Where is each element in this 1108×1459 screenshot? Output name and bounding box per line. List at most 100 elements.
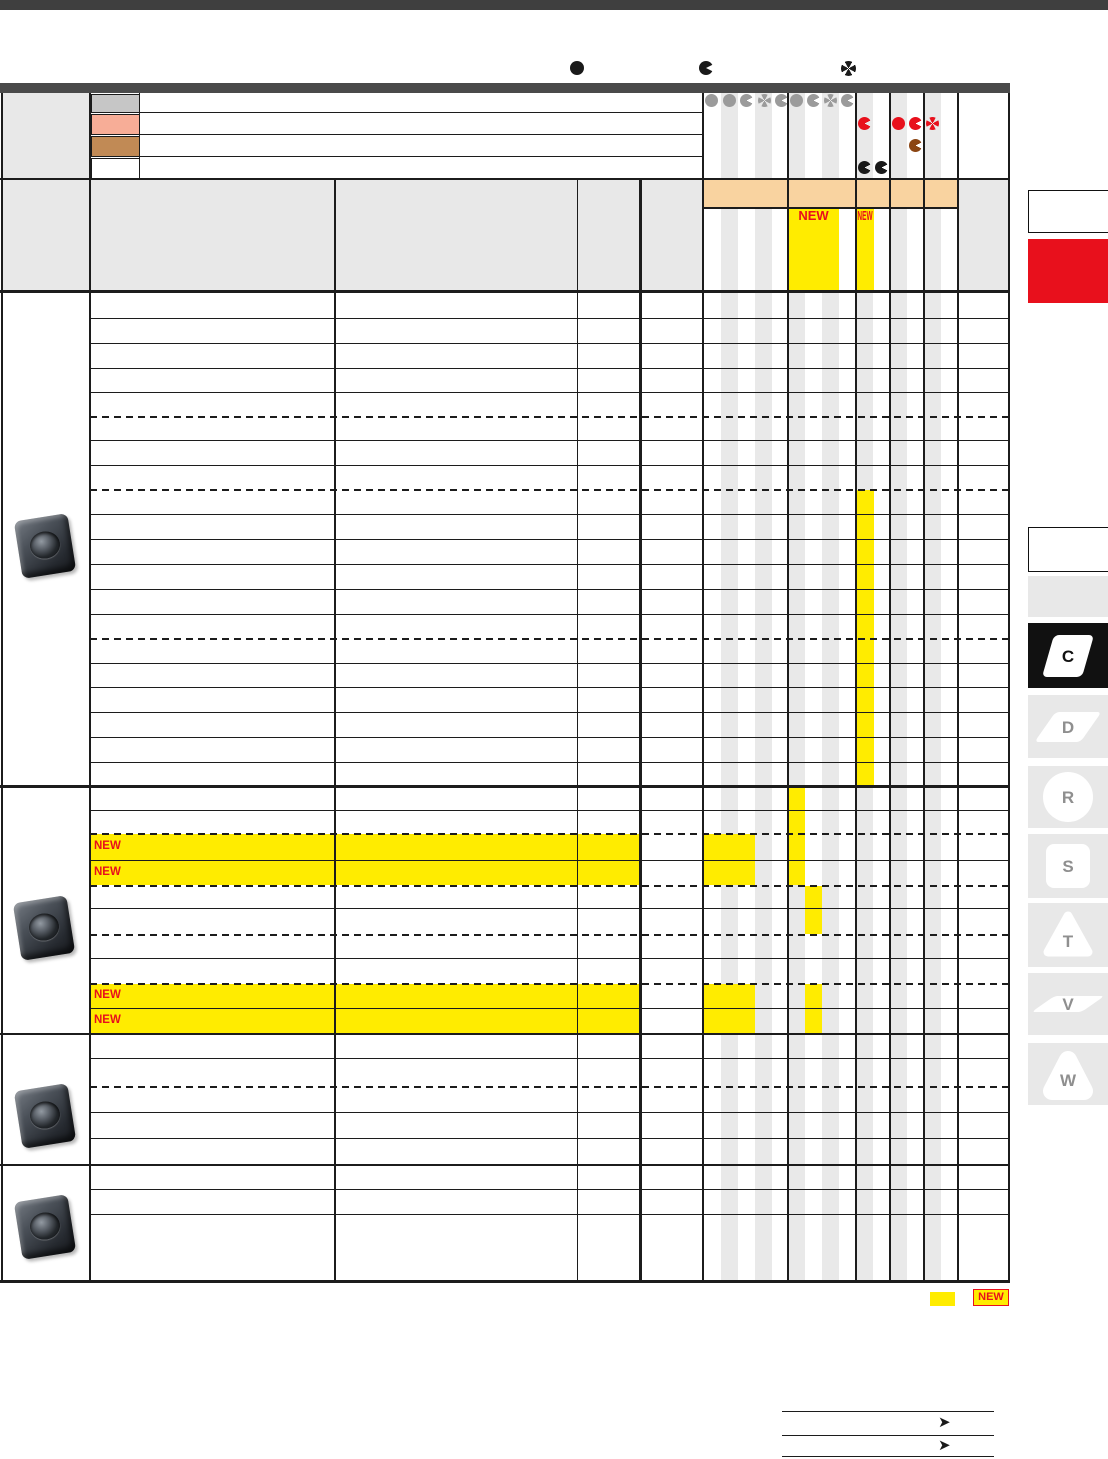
insert-photo-section-1 — [13, 513, 77, 579]
header-cell-dim-a — [577, 178, 640, 291]
table-horizontal-rule — [90, 133, 703, 135]
trigon-shape — [1040, 1048, 1096, 1100]
header-new-column-1 — [787, 207, 839, 291]
grade-notched-icon — [807, 94, 820, 107]
table-horizontal-rule — [90, 1138, 1008, 1140]
grade-notched-icon — [740, 94, 753, 107]
table-horizontal-rule — [90, 614, 1008, 616]
table-horizontal-rule — [90, 810, 1008, 812]
s2-new-row-3 — [90, 983, 640, 1008]
header-cell-right — [957, 178, 1009, 291]
table-horizontal-rule — [0, 177, 1010, 180]
table-dashed-rule — [90, 983, 1008, 985]
triangle-shape — [1040, 909, 1096, 961]
table-horizontal-rule — [90, 1058, 1008, 1060]
new-label-row-3: NEW — [94, 988, 121, 1001]
coating-class-band — [702, 178, 958, 207]
s2-grade-highlight-g2c2 — [805, 885, 822, 934]
table-vertical-rule — [1008, 93, 1010, 1282]
tab-shape-C[interactable]: C — [1028, 623, 1108, 688]
table-horizontal-rule — [90, 1112, 1008, 1114]
tab-letter-W: W — [1059, 1071, 1077, 1090]
grade-circle-icon — [722, 94, 736, 107]
grade-clover-icon — [926, 116, 939, 130]
s2-new-row-1 — [90, 834, 640, 860]
new-label-row-1: NEW — [94, 840, 121, 853]
table-horizontal-rule — [90, 1008, 1008, 1010]
top-rule-bar — [0, 0, 1108, 10]
grade-notched-icon — [909, 116, 922, 130]
table-horizontal-rule — [90, 1214, 1008, 1216]
new-label-row-4: NEW — [94, 1013, 121, 1026]
tab-shape-V[interactable]: V — [1028, 973, 1108, 1035]
grade-notched-icon — [841, 94, 854, 107]
legend-swatch-salmon — [91, 114, 140, 135]
tab-letter-R: R — [1061, 788, 1075, 807]
table-horizontal-rule — [90, 564, 1008, 566]
legend-swatch-gray — [91, 94, 140, 113]
table-horizontal-rule — [90, 712, 1008, 714]
tab-shape-S[interactable]: S — [1028, 834, 1108, 898]
table-horizontal-rule — [90, 958, 1008, 960]
insert-photo-section-3 — [13, 1083, 77, 1149]
grade-circle-icon — [892, 116, 905, 130]
s2-new-row-2 — [90, 860, 640, 885]
new-color-swatch — [930, 1292, 955, 1306]
table-horizontal-rule — [90, 514, 1008, 516]
table-dashed-rule — [90, 489, 1008, 491]
header-cell-photo — [1, 178, 90, 291]
table-horizontal-rule — [90, 155, 703, 157]
table-horizontal-rule — [90, 440, 1008, 442]
table-horizontal-rule — [90, 343, 1008, 345]
sidebar-white-box-top — [1028, 190, 1108, 233]
table-horizontal-rule — [90, 111, 703, 113]
new-label-row-2: NEW — [94, 865, 121, 878]
tab-shape-T[interactable]: T — [1028, 903, 1108, 967]
tab-shape-W[interactable]: W — [1028, 1043, 1108, 1105]
third-choice-clover-icon — [840, 60, 856, 76]
table-top-bar — [0, 83, 1010, 93]
new-label-header-col-1: NEW — [798, 207, 829, 223]
table-horizontal-rule — [90, 368, 1008, 370]
legend-swatch-brown — [91, 136, 140, 157]
table-horizontal-rule — [90, 1189, 1008, 1191]
tab-letter-V: V — [1062, 995, 1074, 1014]
grade-notched-icon — [858, 161, 871, 174]
table-vertical-rule — [138, 93, 140, 178]
grade-clover-icon — [824, 94, 837, 107]
table-horizontal-rule — [90, 465, 1008, 467]
table-vertical-rule — [1, 93, 3, 1282]
feed-direction-arrow-icon: ➤ — [938, 1414, 951, 1431]
table-horizontal-rule — [90, 737, 1008, 739]
sidebar-red-box — [1028, 239, 1108, 303]
second-choice-notched-circle-icon — [699, 61, 713, 75]
table-dashed-rule — [90, 934, 1008, 936]
table-vertical-rule — [577, 178, 579, 1282]
table-dashed-rule — [90, 638, 1008, 640]
table-dashed-rule — [90, 833, 1008, 835]
footer-rule — [782, 1456, 994, 1458]
header-cell-dim-b — [639, 178, 703, 291]
footer-rule — [782, 1411, 994, 1413]
feed-direction-arrow-icon: ➤ — [938, 1436, 951, 1454]
sidebar-gray-box — [1028, 576, 1108, 617]
table-horizontal-rule — [90, 687, 1008, 689]
square-shape — [1046, 844, 1090, 888]
tab-letter-T: T — [1062, 932, 1074, 951]
tab-shape-D[interactable]: D — [1028, 695, 1108, 758]
circle-shape — [1043, 772, 1093, 822]
table-dashed-rule — [90, 885, 1008, 887]
header-cell-description — [334, 178, 578, 291]
tab-shape-R[interactable]: R — [1028, 766, 1108, 828]
grade-notched-icon — [875, 161, 888, 174]
table-horizontal-rule — [90, 392, 1008, 394]
grade-circle-icon — [790, 94, 803, 107]
header-cell-designation — [89, 178, 334, 291]
legend-swatch-white — [91, 158, 140, 179]
table-horizontal-rule — [90, 663, 1008, 665]
s2-new-row-4 — [90, 1008, 640, 1033]
first-choice-circle-icon — [570, 61, 584, 75]
table-horizontal-rule — [90, 860, 1008, 862]
grade-notched-icon — [909, 139, 922, 152]
table-dashed-rule — [90, 416, 1008, 418]
